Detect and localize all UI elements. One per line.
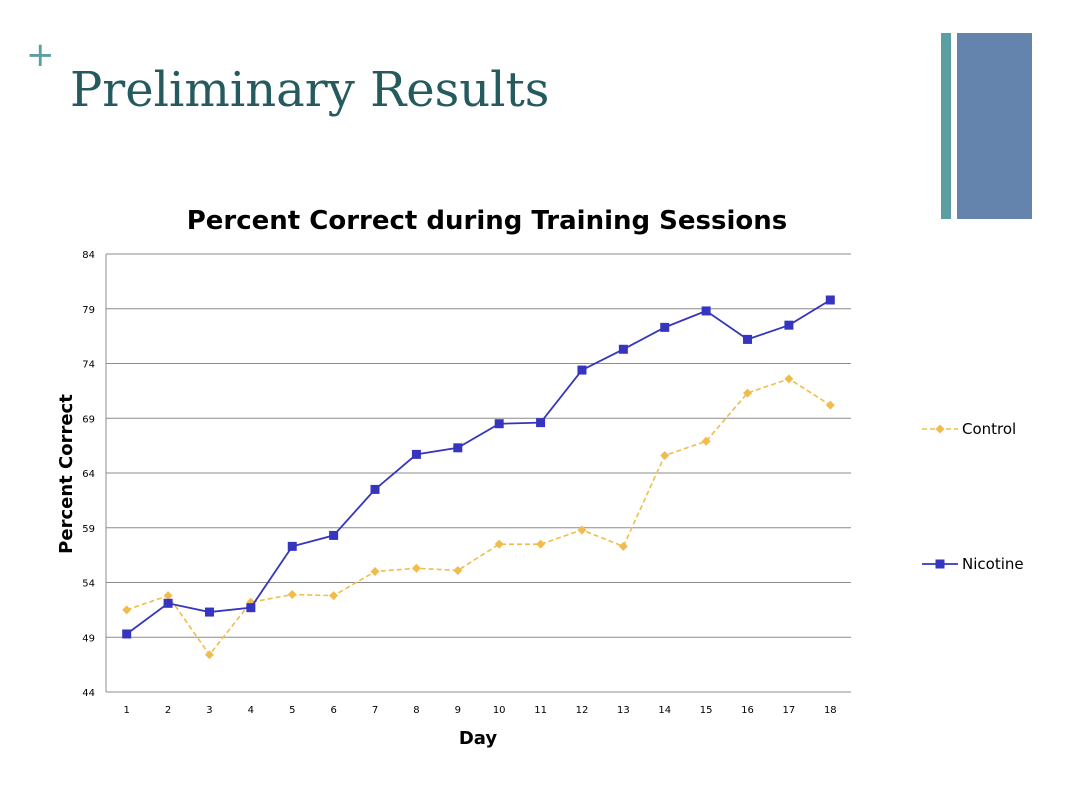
x-tick-label: 17 bbox=[783, 705, 796, 716]
x-tick-label: 15 bbox=[700, 705, 713, 716]
control-point bbox=[287, 590, 297, 600]
control-point bbox=[825, 400, 835, 410]
nicotine-point bbox=[743, 334, 753, 344]
x-tick-labels: 1 2 3 4 5 6 7 8 9 10 11 12 13 14 15 16 17 18 bbox=[124, 705, 837, 716]
nicotine-point bbox=[370, 484, 380, 494]
control-point bbox=[577, 525, 587, 535]
y-tick-label: 64 bbox=[82, 469, 95, 480]
x-tick-label: 13 bbox=[617, 705, 630, 716]
nicotine-series-line bbox=[126, 299, 831, 635]
legend: Control Nicotine bbox=[922, 420, 1024, 573]
series-lines bbox=[122, 295, 835, 660]
x-tick-label: 4 bbox=[248, 705, 254, 716]
accent-bar-wide bbox=[957, 33, 1032, 219]
y-tick-label: 79 bbox=[82, 305, 95, 316]
x-tick-label: 16 bbox=[741, 705, 754, 716]
chart-title: Percent Correct during Training Sessions bbox=[187, 206, 788, 236]
x-tick-label: 5 bbox=[289, 705, 295, 716]
x-tick-label: 2 bbox=[165, 705, 171, 716]
x-tick-label: 9 bbox=[455, 705, 461, 716]
x-tick-label: 8 bbox=[413, 705, 419, 716]
x-tick-label: 7 bbox=[372, 705, 378, 716]
y-tick-labels: 44 49 54 59 64 69 74 79 84 bbox=[82, 250, 95, 699]
y-tick-label: 54 bbox=[82, 579, 95, 590]
control-point bbox=[411, 563, 421, 573]
y-tick-label: 44 bbox=[82, 688, 95, 699]
x-tick-label: 18 bbox=[824, 705, 837, 716]
x-tick-label: 14 bbox=[658, 705, 671, 716]
control-point bbox=[370, 567, 380, 577]
control-point bbox=[494, 539, 504, 549]
nicotine-point bbox=[204, 607, 214, 617]
slide-title: Preliminary Results bbox=[70, 62, 550, 118]
nicotine-point bbox=[411, 449, 421, 459]
x-tick-label: 1 bbox=[124, 705, 130, 716]
y-tick-label: 84 bbox=[82, 250, 95, 261]
nicotine-point bbox=[660, 322, 670, 332]
y-tick-label: 49 bbox=[82, 633, 95, 644]
control-series-line bbox=[126, 377, 831, 657]
nicotine-point bbox=[453, 443, 463, 453]
nicotine-point bbox=[577, 365, 587, 375]
nicotine-point bbox=[784, 320, 794, 330]
x-axis-label: Day bbox=[459, 728, 498, 749]
control-point bbox=[163, 591, 173, 601]
accent-bar-thin bbox=[941, 33, 951, 219]
nicotine-point bbox=[825, 295, 835, 305]
nicotine-point bbox=[122, 629, 132, 639]
x-tick-label: 3 bbox=[206, 705, 212, 716]
nicotine-legend-label: Nicotine bbox=[962, 555, 1024, 573]
nicotine-point bbox=[163, 598, 173, 608]
nicotine-point bbox=[618, 344, 628, 354]
control-point bbox=[329, 591, 339, 601]
y-tick-label: 69 bbox=[82, 414, 95, 425]
control-point bbox=[743, 388, 753, 398]
nicotine-point bbox=[701, 306, 711, 316]
control-point bbox=[784, 374, 794, 384]
nicotine-point bbox=[494, 419, 504, 429]
control-point bbox=[122, 605, 132, 615]
control-point bbox=[204, 650, 214, 660]
nicotine-legend-marker bbox=[935, 559, 945, 569]
nicotine-point bbox=[536, 418, 546, 428]
y-axis-label: Percent Correct bbox=[56, 394, 77, 554]
control-point bbox=[453, 565, 463, 575]
control-point bbox=[701, 436, 711, 446]
control-point bbox=[618, 541, 628, 551]
y-tick-label: 74 bbox=[82, 360, 95, 371]
nicotine-point bbox=[287, 541, 297, 551]
nicotine-point bbox=[329, 530, 339, 540]
x-tick-label: 10 bbox=[493, 705, 506, 716]
nicotine-point bbox=[246, 603, 256, 613]
control-point bbox=[536, 539, 546, 549]
x-tick-label: 12 bbox=[576, 705, 589, 716]
y-tick-label: 59 bbox=[82, 524, 95, 535]
plus-icon: + bbox=[26, 35, 55, 75]
control-legend-marker bbox=[935, 424, 945, 434]
control-point bbox=[660, 450, 670, 460]
grid-lines bbox=[105, 253, 851, 693]
control-legend-label: Control bbox=[962, 420, 1016, 438]
x-tick-label: 11 bbox=[534, 705, 547, 716]
x-tick-label: 6 bbox=[330, 705, 336, 716]
